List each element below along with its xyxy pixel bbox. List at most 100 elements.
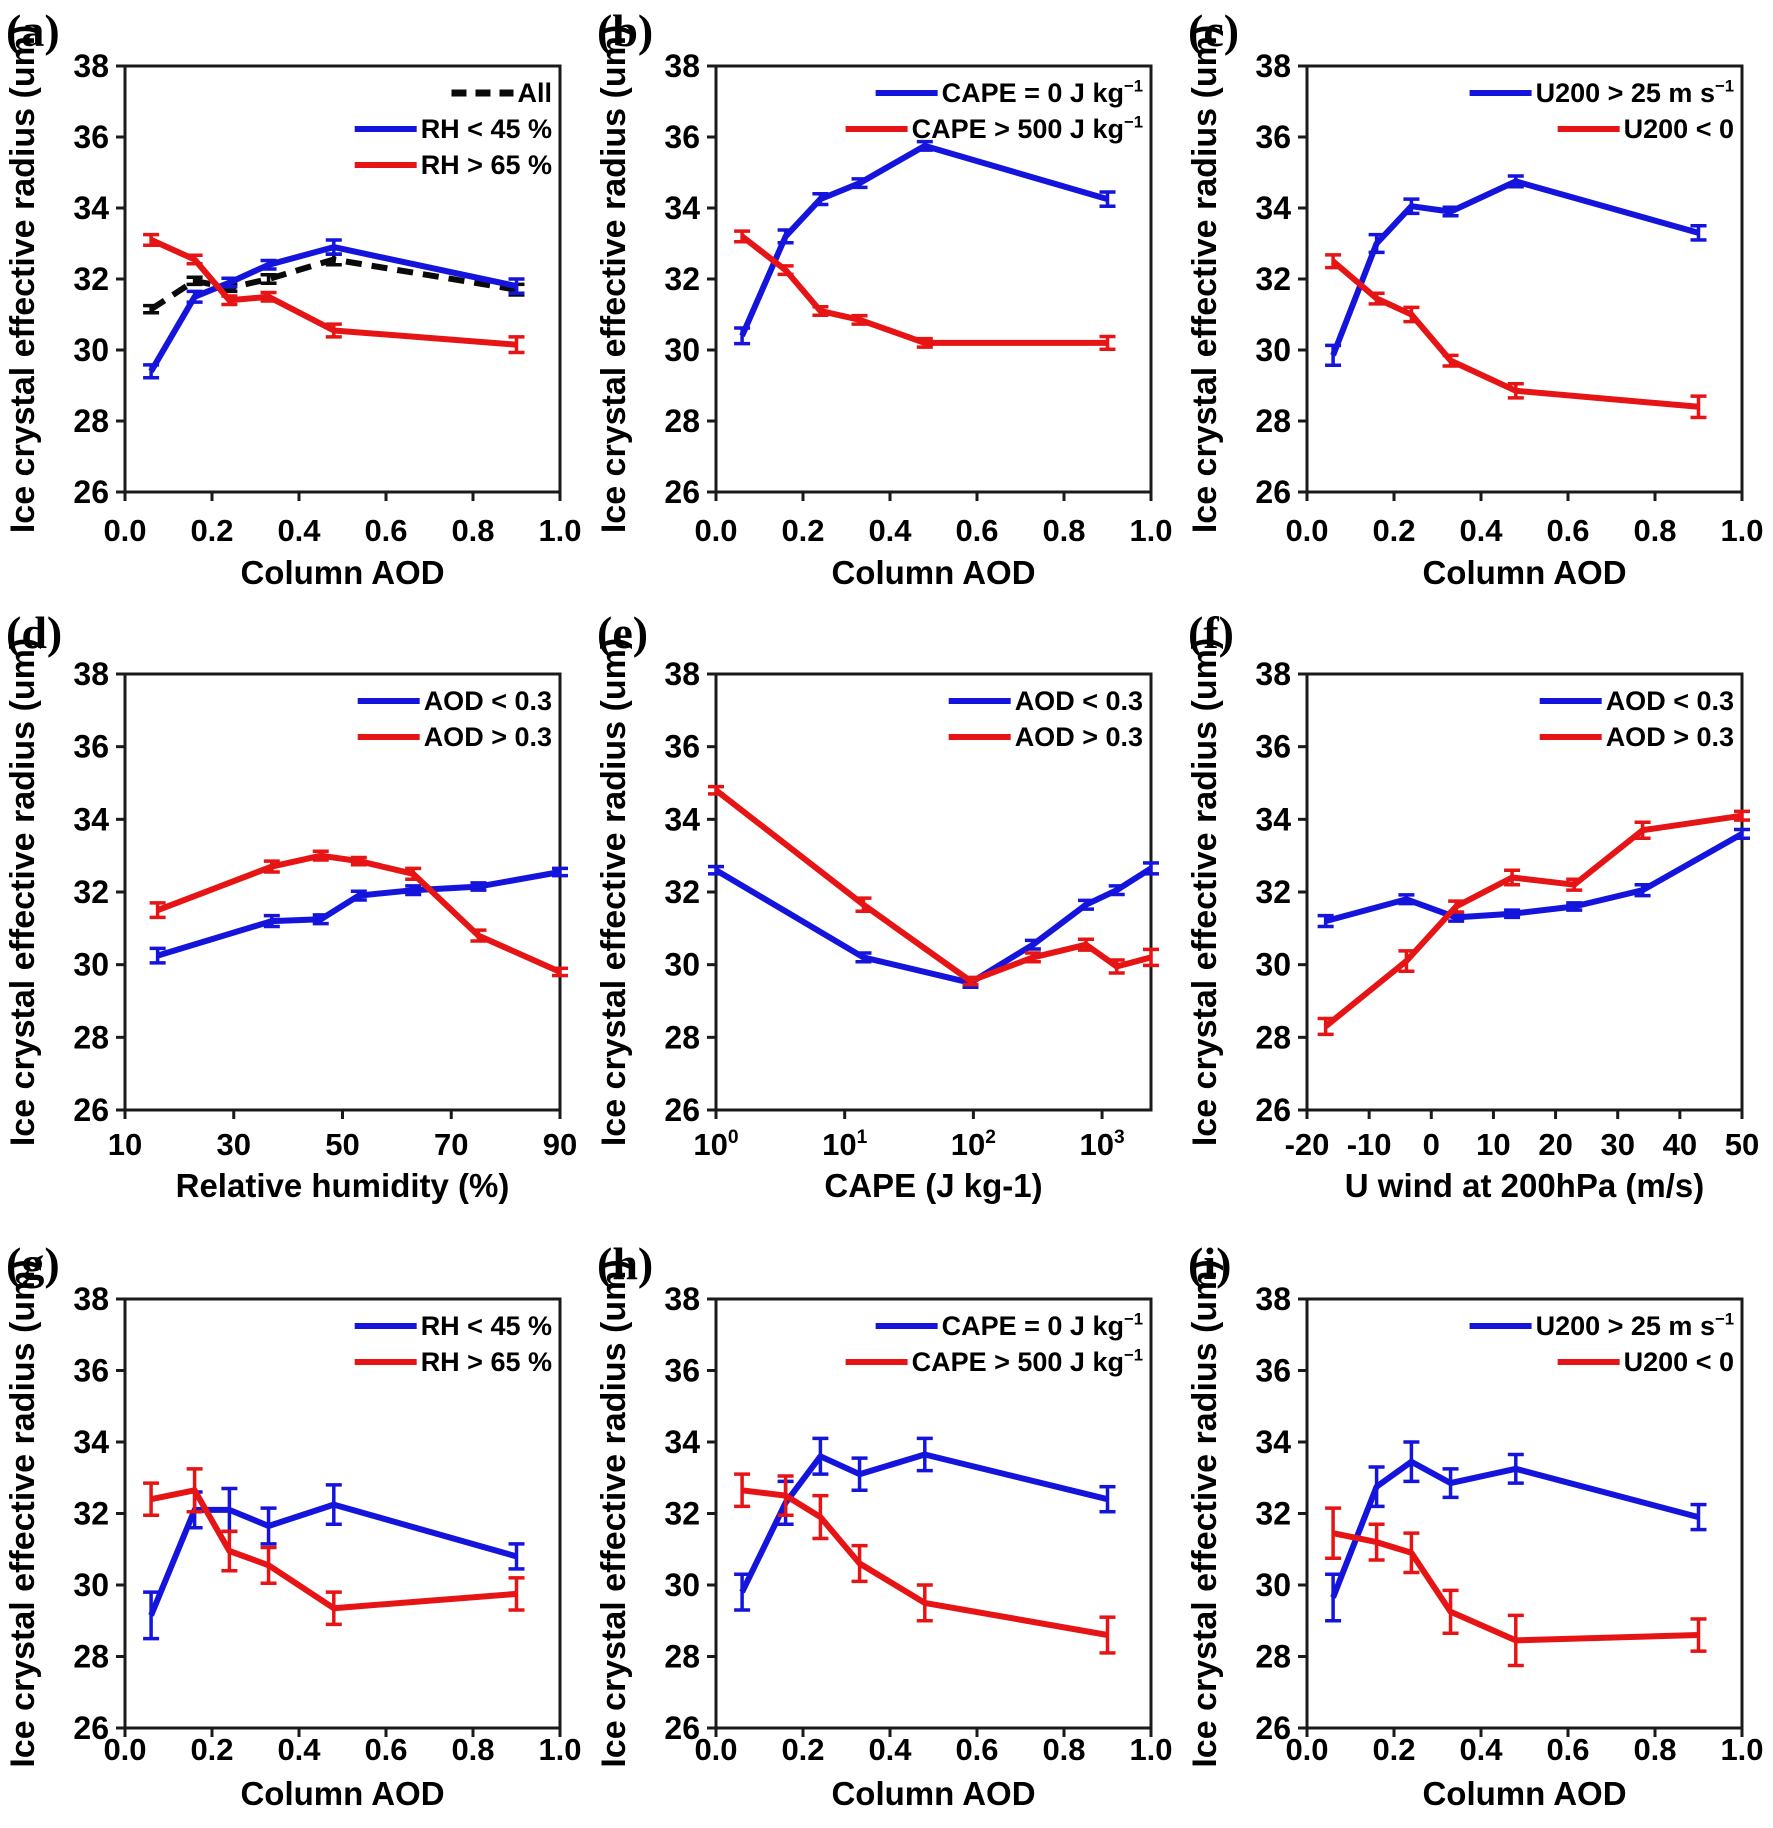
y-tick-label: 32	[73, 261, 109, 297]
panel-f: (f) 26 28 30 32 34 36 38 -20 -10 0 10 20 30 40 50 Ice cr…	[1182, 600, 1773, 1215]
x-tick-label: 103	[1079, 1127, 1124, 1162]
panel-a-chart: (a) 26 28 30 32 34 36 38 0.0 0.2 0.4 0.6 0.8 1.0 Ice c…	[4, 5, 582, 591]
x-axis-title: Column AOD	[1422, 1775, 1626, 1812]
x-tick-label: 0	[1423, 1127, 1440, 1162]
x-axis-title: CAPE (J kg-1)	[824, 1167, 1042, 1204]
y-tick-label: 32	[664, 1496, 700, 1532]
y-axis: 26 28 30 32 34 36 38	[664, 656, 716, 1128]
x-tick-label: 0.6	[955, 513, 998, 548]
panel-h-chart: (h) 26 28 30 32 34 36 38 0.0 0.2 0.4 0.6 0.8 1.0 Ice c…	[595, 1238, 1173, 1812]
x-tick-label: 0.2	[190, 513, 233, 548]
series-2-group	[143, 238, 525, 380]
x-tick-label: 0.4	[277, 513, 321, 548]
x-tick-label: 0.4	[868, 513, 912, 548]
x-tick-label: 0.2	[781, 513, 824, 548]
legend-label: AOD > 0.3	[1606, 722, 1734, 752]
y-axis: 26 28 30 32 34 36 38	[73, 1281, 125, 1746]
panel-g-label: (g)	[6, 1238, 60, 1289]
x-axis: 0.0 0.2 0.4 0.6 0.8 1.0	[1285, 492, 1764, 548]
series-2-group	[734, 229, 1116, 352]
series-1-group	[734, 1436, 1116, 1612]
x-tick-label: 0.4	[1459, 1732, 1503, 1767]
x-axis: 0.0 0.2 0.4 0.6 0.8 1.0	[694, 492, 1173, 548]
y-tick-label: 32	[664, 261, 700, 297]
x-tick-label: 0.8	[1042, 1732, 1085, 1767]
x-tick-label: 0.4	[1459, 513, 1503, 548]
x-tick-label: 0.0	[694, 513, 737, 548]
series-line	[739, 1451, 1109, 1594]
x-tick-label: 1.0	[1129, 513, 1172, 548]
x-tick-label: 100	[693, 1127, 738, 1162]
y-tick-label: 32	[1255, 261, 1291, 297]
x-axis-title: U wind at 200hPa (m/s)	[1345, 1167, 1704, 1204]
series-line	[150, 1487, 517, 1612]
y-tick-label: 34	[1255, 801, 1291, 837]
y-axis-title: Ice crystal effective radius (um)	[595, 25, 633, 533]
legend-label: RH > 65 %	[421, 1347, 552, 1377]
x-tick-label: 30	[1600, 1127, 1634, 1162]
series-1-group	[149, 866, 568, 965]
legend-label: AOD < 0.3	[1606, 686, 1734, 716]
x-tick-label: 40	[1663, 1127, 1697, 1162]
x-tick-label: -10	[1347, 1127, 1392, 1162]
legend-label: AOD > 0.3	[1015, 722, 1143, 752]
x-axis: 100 101 102 103	[693, 1110, 1125, 1162]
y-tick-label: 36	[73, 729, 109, 765]
x-tick-label: 10	[108, 1127, 142, 1162]
series-1-group	[1317, 827, 1750, 929]
y-tick-label: 30	[1255, 332, 1291, 368]
legend: All RH < 45 % RH > 65 %	[354, 78, 552, 180]
y-tick-label: 36	[73, 119, 109, 155]
x-tick-label: 0.8	[451, 1732, 494, 1767]
y-tick-label: 26	[73, 1092, 109, 1128]
x-axis-title: Column AOD	[831, 554, 1035, 591]
x-tick-label: 20	[1538, 1127, 1572, 1162]
legend: RH < 45 % RH > 65 %	[354, 1311, 552, 1377]
x-axis-title: Column AOD	[240, 554, 444, 591]
panel-d-label: (d)	[6, 607, 62, 658]
series-2-group	[1325, 1506, 1707, 1668]
y-axis-title: Ice crystal effective radius (um)	[1186, 25, 1224, 533]
series-line	[1330, 178, 1700, 357]
y-tick-label: 30	[664, 947, 700, 983]
x-axis: 0.0 0.2 0.4 0.6 0.8 1.0	[694, 1728, 1173, 1767]
y-axis-title: Ice crystal effective radius (um)	[4, 1259, 42, 1767]
x-tick-label: 50	[1725, 1127, 1759, 1162]
series-2-group	[734, 1472, 1116, 1655]
y-tick-label: 26	[73, 474, 109, 510]
panel-b-label: (b)	[597, 5, 653, 56]
y-tick-label: 38	[1255, 1281, 1291, 1317]
series-line	[741, 1487, 1109, 1638]
y-tick-label: 30	[73, 332, 109, 368]
y-tick-label: 38	[1255, 656, 1291, 692]
panel-i: (i) 26 28 30 32 34 36 38 0.0 0.2 0.4 0.6 0.8 1.0 Ice c…	[1182, 1215, 1773, 1828]
y-axis-title: Ice crystal effective radius (um)	[1186, 1259, 1224, 1767]
series-1-group	[1325, 174, 1707, 368]
y-axis: 26 28 30 32 34 36 38	[1255, 48, 1307, 510]
panel-e-label: (e)	[597, 607, 648, 658]
y-tick-label: 36	[664, 1353, 700, 1389]
panel-g: (g) 26 28 30 32 34 36 38 0.0 0.2 0.4 0.6 0.8 1.0 Ice c…	[0, 1215, 591, 1828]
y-tick-label: 26	[1255, 474, 1291, 510]
series-line	[1330, 1458, 1700, 1599]
x-tick-label: 0.2	[781, 1732, 824, 1767]
panel-c: (c) 26 28 30 32 34 36 38 0.0 0.2 0.4 0.6 0.8 1.0 Ice c…	[1182, 0, 1773, 600]
legend: AOD < 0.3 AOD > 0.3	[1539, 686, 1734, 752]
x-tick-label: 0.8	[1042, 513, 1085, 548]
y-axis: 26 28 30 32 34 36 38	[664, 48, 716, 510]
x-tick-label: 0.2	[190, 1732, 233, 1767]
series-2-group	[1317, 809, 1750, 1037]
x-axis-title: Column AOD	[240, 1775, 444, 1812]
y-tick-label: 36	[664, 119, 700, 155]
x-axis-title: Column AOD	[831, 1775, 1035, 1812]
y-tick-label: 34	[1255, 190, 1291, 226]
y-tick-label: 26	[1255, 1710, 1291, 1746]
x-tick-label: 30	[217, 1127, 251, 1162]
series-line	[156, 852, 562, 975]
y-tick-label: 38	[73, 656, 109, 692]
series-line	[1323, 812, 1743, 1029]
y-tick-label: 28	[73, 1019, 109, 1055]
y-tick-label: 28	[1255, 1639, 1291, 1675]
series-1-group	[734, 139, 1116, 346]
y-tick-label: 30	[664, 1567, 700, 1603]
